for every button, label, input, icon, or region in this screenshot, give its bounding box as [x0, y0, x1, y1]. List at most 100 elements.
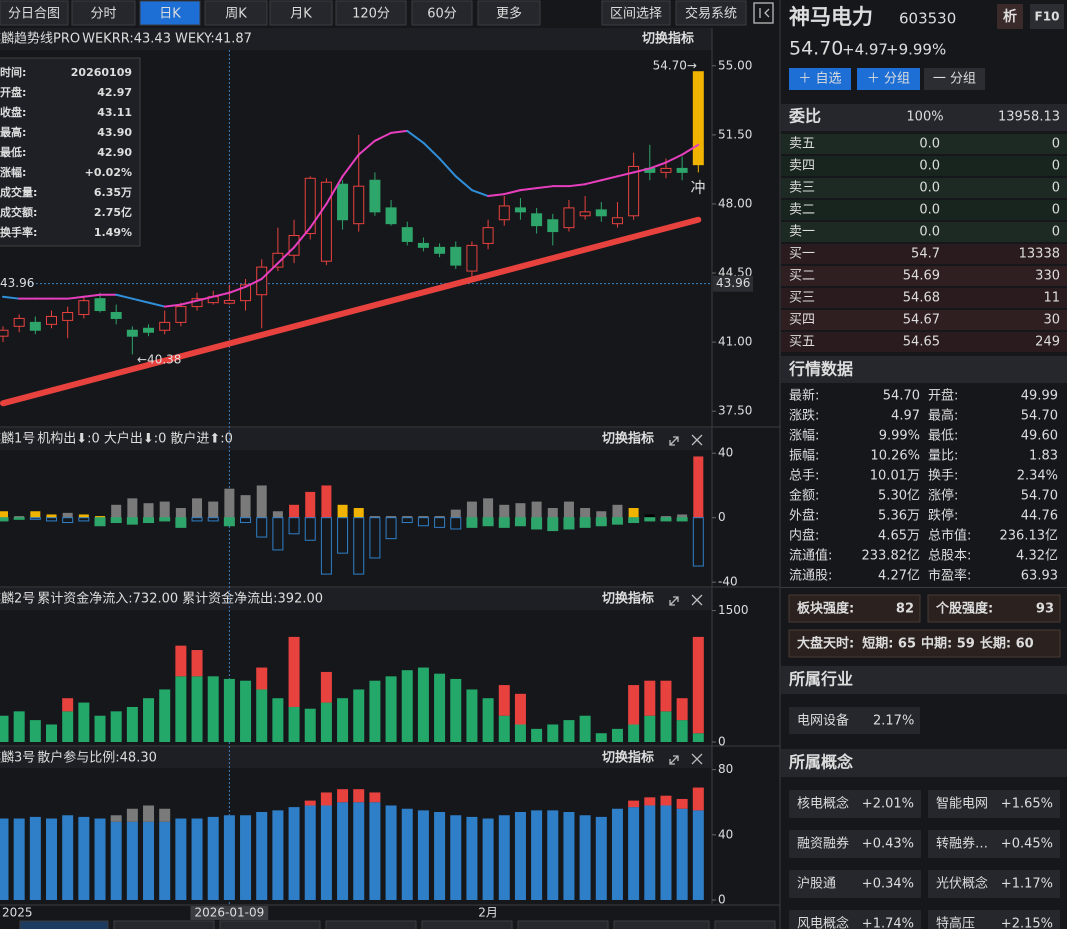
action-bg[interactable] [857, 68, 920, 90]
flow-bar [240, 495, 251, 518]
tab-bg[interactable] [139, 0, 201, 26]
stock-code: 603530 [899, 10, 956, 28]
ma-segment [664, 153, 684, 164]
tab[interactable]: 120分 [352, 7, 390, 22]
switch-indicator[interactable]: 切换指标 [642, 31, 694, 47]
action[interactable]: 一 分组 [933, 72, 976, 87]
tab[interactable]: 分时 [90, 7, 116, 22]
close-icon[interactable] [691, 594, 703, 606]
fund-bar [272, 698, 284, 742]
close-icon[interactable] [691, 753, 703, 765]
candle-body [0, 329, 9, 337]
flow-bar [46, 514, 57, 518]
tab[interactable]: 日K [159, 7, 181, 22]
button-bg[interactable] [1030, 4, 1064, 29]
button-bg[interactable] [997, 4, 1023, 29]
tab[interactable] [613, 920, 710, 929]
switch-indicator[interactable]: 切换指标 [602, 750, 654, 766]
sidebar-icon[interactable] [753, 2, 774, 24]
concept-bg[interactable] [789, 870, 921, 898]
ma-segment [325, 175, 344, 205]
tab[interactable]: 60分 [427, 7, 457, 22]
tab-bg[interactable] [269, 0, 333, 26]
tab-bg[interactable] [0, 0, 69, 26]
ma-segment [600, 175, 619, 182]
ma-segment [276, 246, 296, 265]
action[interactable]: ＋ 分组 [867, 72, 910, 87]
retail-bar [563, 812, 575, 900]
price-tag: 43.96 [0, 276, 34, 290]
expand-icon[interactable] [669, 596, 679, 606]
flow-bar [644, 517, 656, 522]
tab[interactable] [517, 920, 609, 929]
action[interactable]: ＋ 自选 [798, 72, 841, 87]
tab[interactable]: 月K [290, 7, 312, 22]
order-price: 54.68 [903, 291, 940, 306]
y-tick-label: 40 [718, 446, 733, 460]
quote-label: 涨停: [928, 488, 958, 504]
tab-bg[interactable] [204, 0, 268, 26]
industry-bg[interactable] [789, 707, 920, 734]
candle-body [272, 252, 284, 268]
concept-bg[interactable] [928, 790, 1060, 818]
switch-indicator[interactable]: 切换指标 [602, 591, 654, 607]
action-bg[interactable] [789, 68, 851, 90]
tab[interactable] [421, 920, 513, 929]
strength-bg [788, 594, 921, 623]
strength-label: 板块强度: [797, 601, 854, 617]
fund-bar [401, 670, 413, 742]
tooltip-bg [0, 57, 141, 247]
retail-bar [628, 807, 640, 900]
fund-bar [498, 715, 510, 742]
concept-bg[interactable] [928, 910, 1060, 929]
flow-bar [386, 516, 397, 518]
fund-bar [611, 728, 623, 742]
close-icon[interactable] [691, 434, 703, 446]
tab-bg[interactable] [477, 0, 541, 26]
tab-bg[interactable] [335, 0, 407, 26]
fund-bar [514, 724, 526, 742]
tab[interactable] [113, 920, 215, 929]
concept-change: +1.17% [1001, 877, 1053, 892]
button[interactable]: 析 [1003, 8, 1017, 25]
tool-bg[interactable] [675, 0, 747, 26]
quote-value: 4.65万 [878, 529, 920, 544]
indicator-name: 麒麟2号 [0, 591, 35, 607]
action-bg[interactable] [924, 68, 985, 90]
concept-name: 沪股通 [797, 876, 836, 892]
retail-bar-top [110, 815, 122, 822]
tab[interactable] [219, 920, 321, 929]
concept-bg[interactable] [789, 830, 921, 858]
legend-entry: 散户进⬆:0 [170, 431, 233, 447]
tab-bg[interactable] [71, 0, 136, 26]
concept-bg[interactable] [928, 830, 1060, 858]
concept-bg[interactable] [789, 790, 921, 818]
tool[interactable]: 区间选择 [610, 7, 662, 22]
order-price: 0.0 [919, 181, 940, 196]
tab[interactable] [325, 920, 417, 929]
tool-bg[interactable] [601, 0, 671, 26]
flow-bar [369, 516, 380, 518]
tab[interactable]: 更多 [496, 6, 522, 22]
order-volume: 0 [1052, 203, 1060, 218]
tab[interactable]: 周K [225, 7, 247, 22]
fund-bar [256, 689, 268, 742]
fund-bar [466, 689, 478, 742]
tab-bg[interactable] [411, 0, 473, 26]
concept-bg[interactable] [928, 870, 1060, 898]
button[interactable]: F10 [1035, 10, 1060, 24]
switch-indicator[interactable]: 切换指标 [602, 431, 654, 447]
expand-icon[interactable] [669, 436, 679, 446]
fund-bar [579, 715, 591, 742]
tab[interactable] [714, 920, 776, 929]
retail-bar [256, 812, 268, 900]
tab[interactable] [19, 920, 109, 929]
concept-bg[interactable] [789, 910, 921, 929]
fund-bar [240, 680, 252, 742]
tool[interactable]: 交易系统 [685, 6, 737, 22]
order-label: 买三 [789, 291, 815, 306]
tab[interactable]: 分日合图 [8, 7, 60, 22]
ma-segment [179, 299, 199, 306]
retail-bar-top [369, 792, 381, 803]
expand-icon[interactable] [669, 755, 679, 765]
